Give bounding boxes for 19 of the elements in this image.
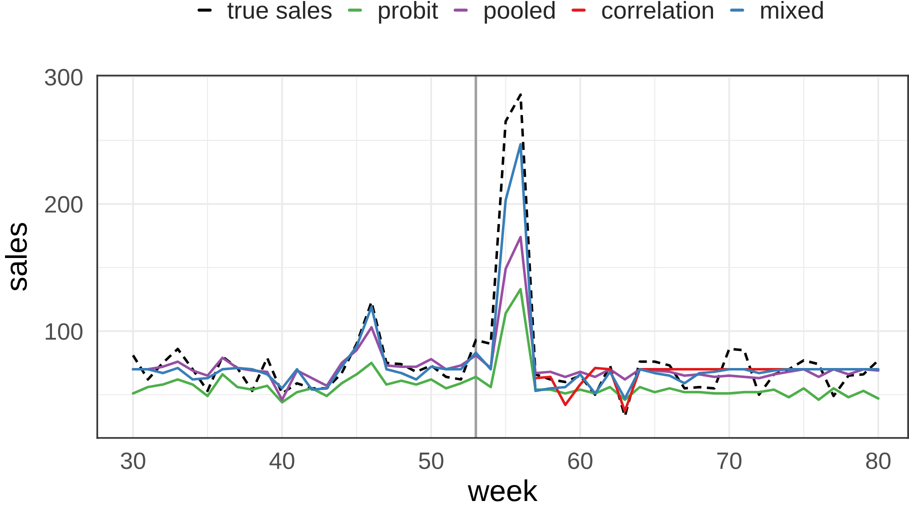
x-tick-label: 60 (568, 452, 592, 470)
line-series (132, 142, 880, 400)
line-series (132, 288, 880, 404)
legend-label: true sales (227, 1, 332, 19)
y-tick-label: 300 (44, 68, 82, 86)
x-tick-label: 30 (120, 452, 146, 470)
legend-label: mixed (761, 1, 823, 19)
line-series (132, 93, 880, 418)
x-axis-title: week (468, 479, 538, 502)
x-tick-label: 70 (717, 452, 742, 470)
y-axis-title: sales (5, 222, 27, 291)
legend-label: probit (378, 1, 438, 24)
x-tick-label: 40 (269, 452, 294, 470)
x-tick-label: 50 (418, 452, 444, 470)
y-tick-label: 100 (46, 323, 82, 340)
legend-label: correlation (602, 1, 714, 19)
y-tick-label: 200 (45, 196, 82, 213)
x-tick-label: 80 (866, 452, 890, 470)
legend-label: pooled (484, 1, 555, 24)
